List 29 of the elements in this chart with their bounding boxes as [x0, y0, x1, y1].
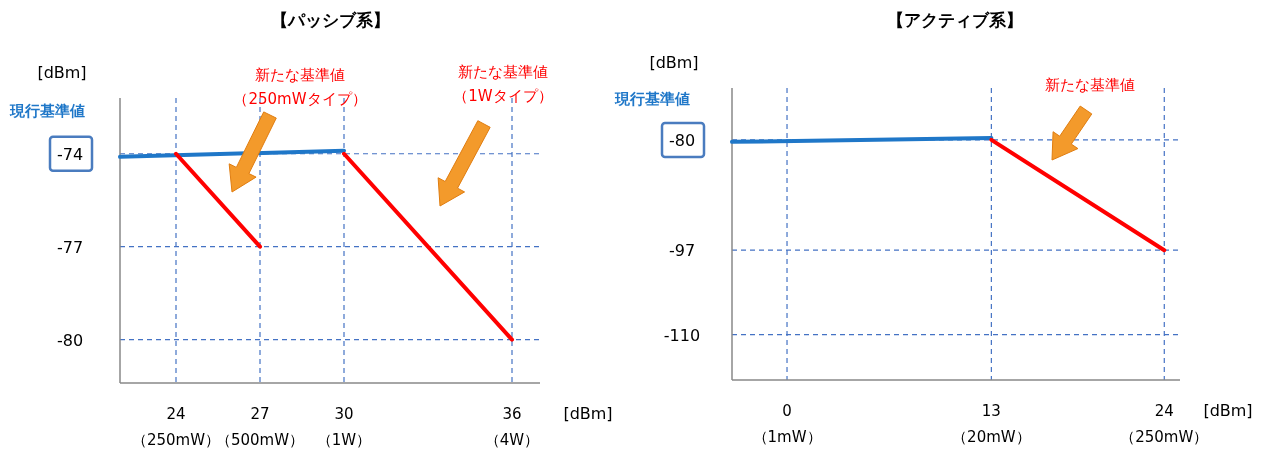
x-tick-label: 30 [334, 405, 354, 423]
annotation: 新たな基準値 [1045, 76, 1135, 94]
chart-title: 【パッシブ系】 [270, 10, 390, 30]
text: 現行基準値 [9, 102, 85, 120]
x-axis-title: [dBm] [1203, 401, 1253, 420]
text: （20mW） [952, 428, 1031, 446]
y-axis-title: [dBm] [37, 63, 87, 82]
text: 現行基準値 [614, 90, 690, 108]
x-tick-label: 24 [166, 405, 186, 423]
x-tick-label: 27 [250, 405, 270, 423]
y-tick-label: -80 [56, 330, 84, 350]
y-tick-label: -77 [56, 237, 84, 257]
chart-title: 【アクティブ系】 [887, 10, 1023, 30]
text: （1W） [316, 431, 372, 449]
x-axis-title: [dBm] [563, 404, 613, 423]
text: （1mW） [752, 428, 822, 446]
y-tick-label: -97 [668, 241, 696, 261]
x-tick-label: 36 [502, 405, 522, 423]
x-tick-label: 0 [782, 402, 792, 420]
y-axis-title: [dBm] [649, 53, 699, 72]
text: （4W） [484, 431, 540, 449]
y-tick-label: -80 [668, 130, 696, 150]
annotation: 新たな基準値（250mWタイプ） [233, 66, 367, 108]
y-tick-label: -110 [663, 325, 701, 345]
annotation: 新たな基準値（1Wタイプ） [453, 63, 553, 105]
text: （250mW） [1120, 428, 1209, 446]
y-tick-label: -74 [56, 144, 84, 164]
x-tick-label: 24 [1154, 402, 1174, 420]
x-tick-label: 13 [981, 402, 1001, 420]
